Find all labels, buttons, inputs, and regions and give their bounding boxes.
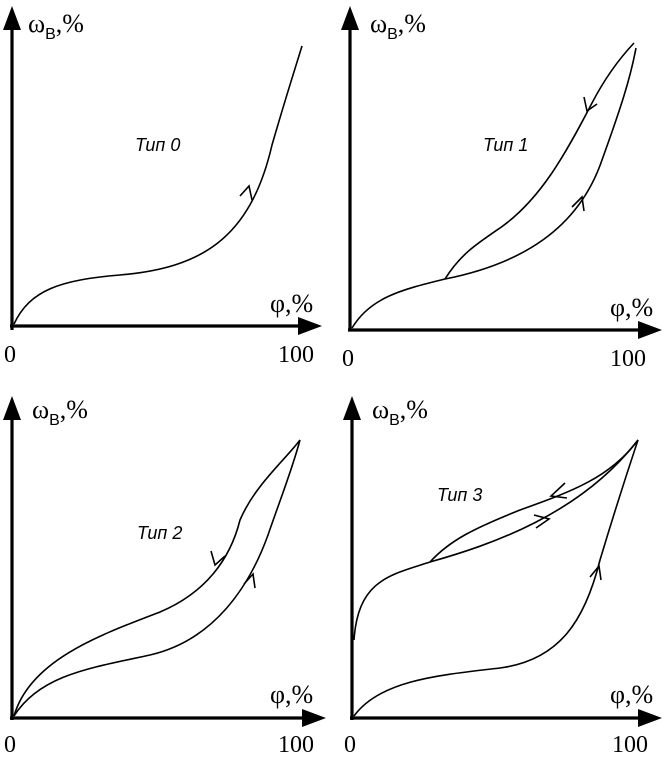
panel-type-3: ωВ,% φ,% 0 100 Тип 3 xyxy=(343,395,662,757)
type-label: Тип 0 xyxy=(135,135,180,155)
direction-arrow-down xyxy=(583,96,598,113)
panel-type-0: ωВ,% φ,% 0 100 Тип 0 xyxy=(3,6,322,368)
x-axis-arrowhead xyxy=(638,321,662,339)
panel-type-1: ωВ,% φ,% 0 100 Тип 1 xyxy=(341,6,662,372)
direction-arrow-left xyxy=(549,482,568,499)
x-axis-label: φ,% xyxy=(610,680,653,709)
direction-arrow-down xyxy=(210,550,226,567)
x-axis-arrowhead xyxy=(298,317,322,335)
desorption-curve xyxy=(353,439,639,641)
x-tick-zero: 0 xyxy=(344,732,356,757)
y-axis-arrowhead xyxy=(3,6,21,30)
direction-arrow-up xyxy=(239,184,253,201)
y-axis-label: ωВ,% xyxy=(372,395,428,429)
x-tick-zero: 0 xyxy=(4,732,16,757)
x-axis-arrowhead xyxy=(638,709,662,727)
sorption-curve-lower xyxy=(353,439,639,717)
x-tick-hundred: 100 xyxy=(278,342,314,368)
x-axis-arrowhead xyxy=(302,709,326,727)
y-axis-arrowhead xyxy=(341,6,359,30)
desorption-curve xyxy=(13,439,301,717)
x-axis-label: φ,% xyxy=(270,289,313,318)
x-tick-zero: 0 xyxy=(342,346,354,372)
direction-arrow-up xyxy=(571,195,585,212)
x-tick-hundred: 100 xyxy=(612,732,648,757)
y-axis-arrowhead xyxy=(3,396,21,420)
direction-arrow-upper-right xyxy=(533,514,551,529)
x-tick-zero: 0 xyxy=(4,342,16,368)
type-label: Тип 3 xyxy=(437,485,482,505)
y-axis-arrowhead xyxy=(343,396,361,420)
type-label: Тип 1 xyxy=(483,135,528,155)
direction-arrow-up xyxy=(589,564,602,581)
panel-type-2: ωВ,% φ,% 0 100 Тип 2 xyxy=(3,395,326,757)
x-tick-hundred: 100 xyxy=(278,732,314,757)
type-label: Тип 2 xyxy=(137,523,182,543)
y-axis-label: ωВ,% xyxy=(28,9,84,43)
direction-arrow-up xyxy=(243,572,256,589)
x-tick-hundred: 100 xyxy=(610,346,646,372)
sorption-curve xyxy=(13,439,301,717)
y-axis-label: ωВ,% xyxy=(32,395,88,429)
desorption-curve xyxy=(444,42,635,280)
sorption-curve-upper xyxy=(429,439,639,563)
sorption-curve xyxy=(351,47,637,329)
sorption-curve xyxy=(13,45,303,325)
x-axis-label: φ,% xyxy=(270,680,313,709)
y-axis-label: ωВ,% xyxy=(370,9,426,43)
x-axis-label: φ,% xyxy=(610,293,653,322)
